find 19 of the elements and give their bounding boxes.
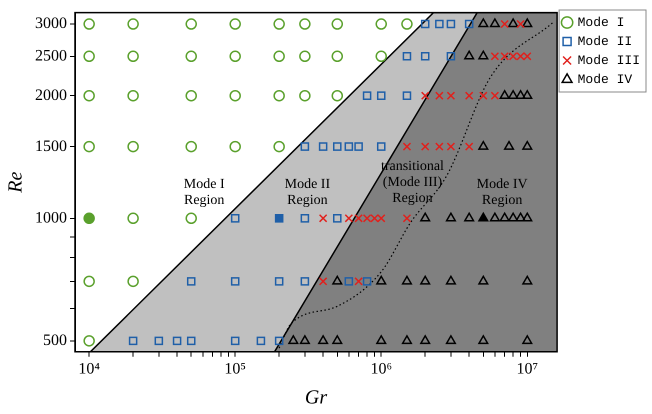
x-tick-label: 10⁶ [370, 360, 392, 378]
legend-label: Mode III [578, 52, 640, 68]
x-axis-title: Gr [304, 386, 328, 408]
y-tick-label: 500 [43, 332, 67, 350]
legend-label: Mode II [578, 34, 632, 49]
annotation: Mode II Region [284, 177, 330, 208]
x-tick-label: 10⁷ [516, 360, 538, 378]
x-tick-label: 10⁵ [224, 360, 246, 378]
legend-label: Mode IV [578, 72, 632, 87]
y-tick-label: 2000 [35, 86, 67, 104]
annotation: Mode I Region [184, 177, 225, 208]
y-tick-label: 1000 [35, 209, 67, 226]
y-tick-label: 1500 [35, 138, 67, 155]
legend-label: Mode I [578, 14, 624, 30]
y-tick-label: 2500 [35, 47, 67, 64]
y-axis-title: Re [4, 172, 26, 194]
y-tick-label: 3000 [35, 15, 67, 32]
x-tick-label: 10⁴ [78, 360, 100, 378]
annotation: Mode IV Region [476, 177, 528, 208]
